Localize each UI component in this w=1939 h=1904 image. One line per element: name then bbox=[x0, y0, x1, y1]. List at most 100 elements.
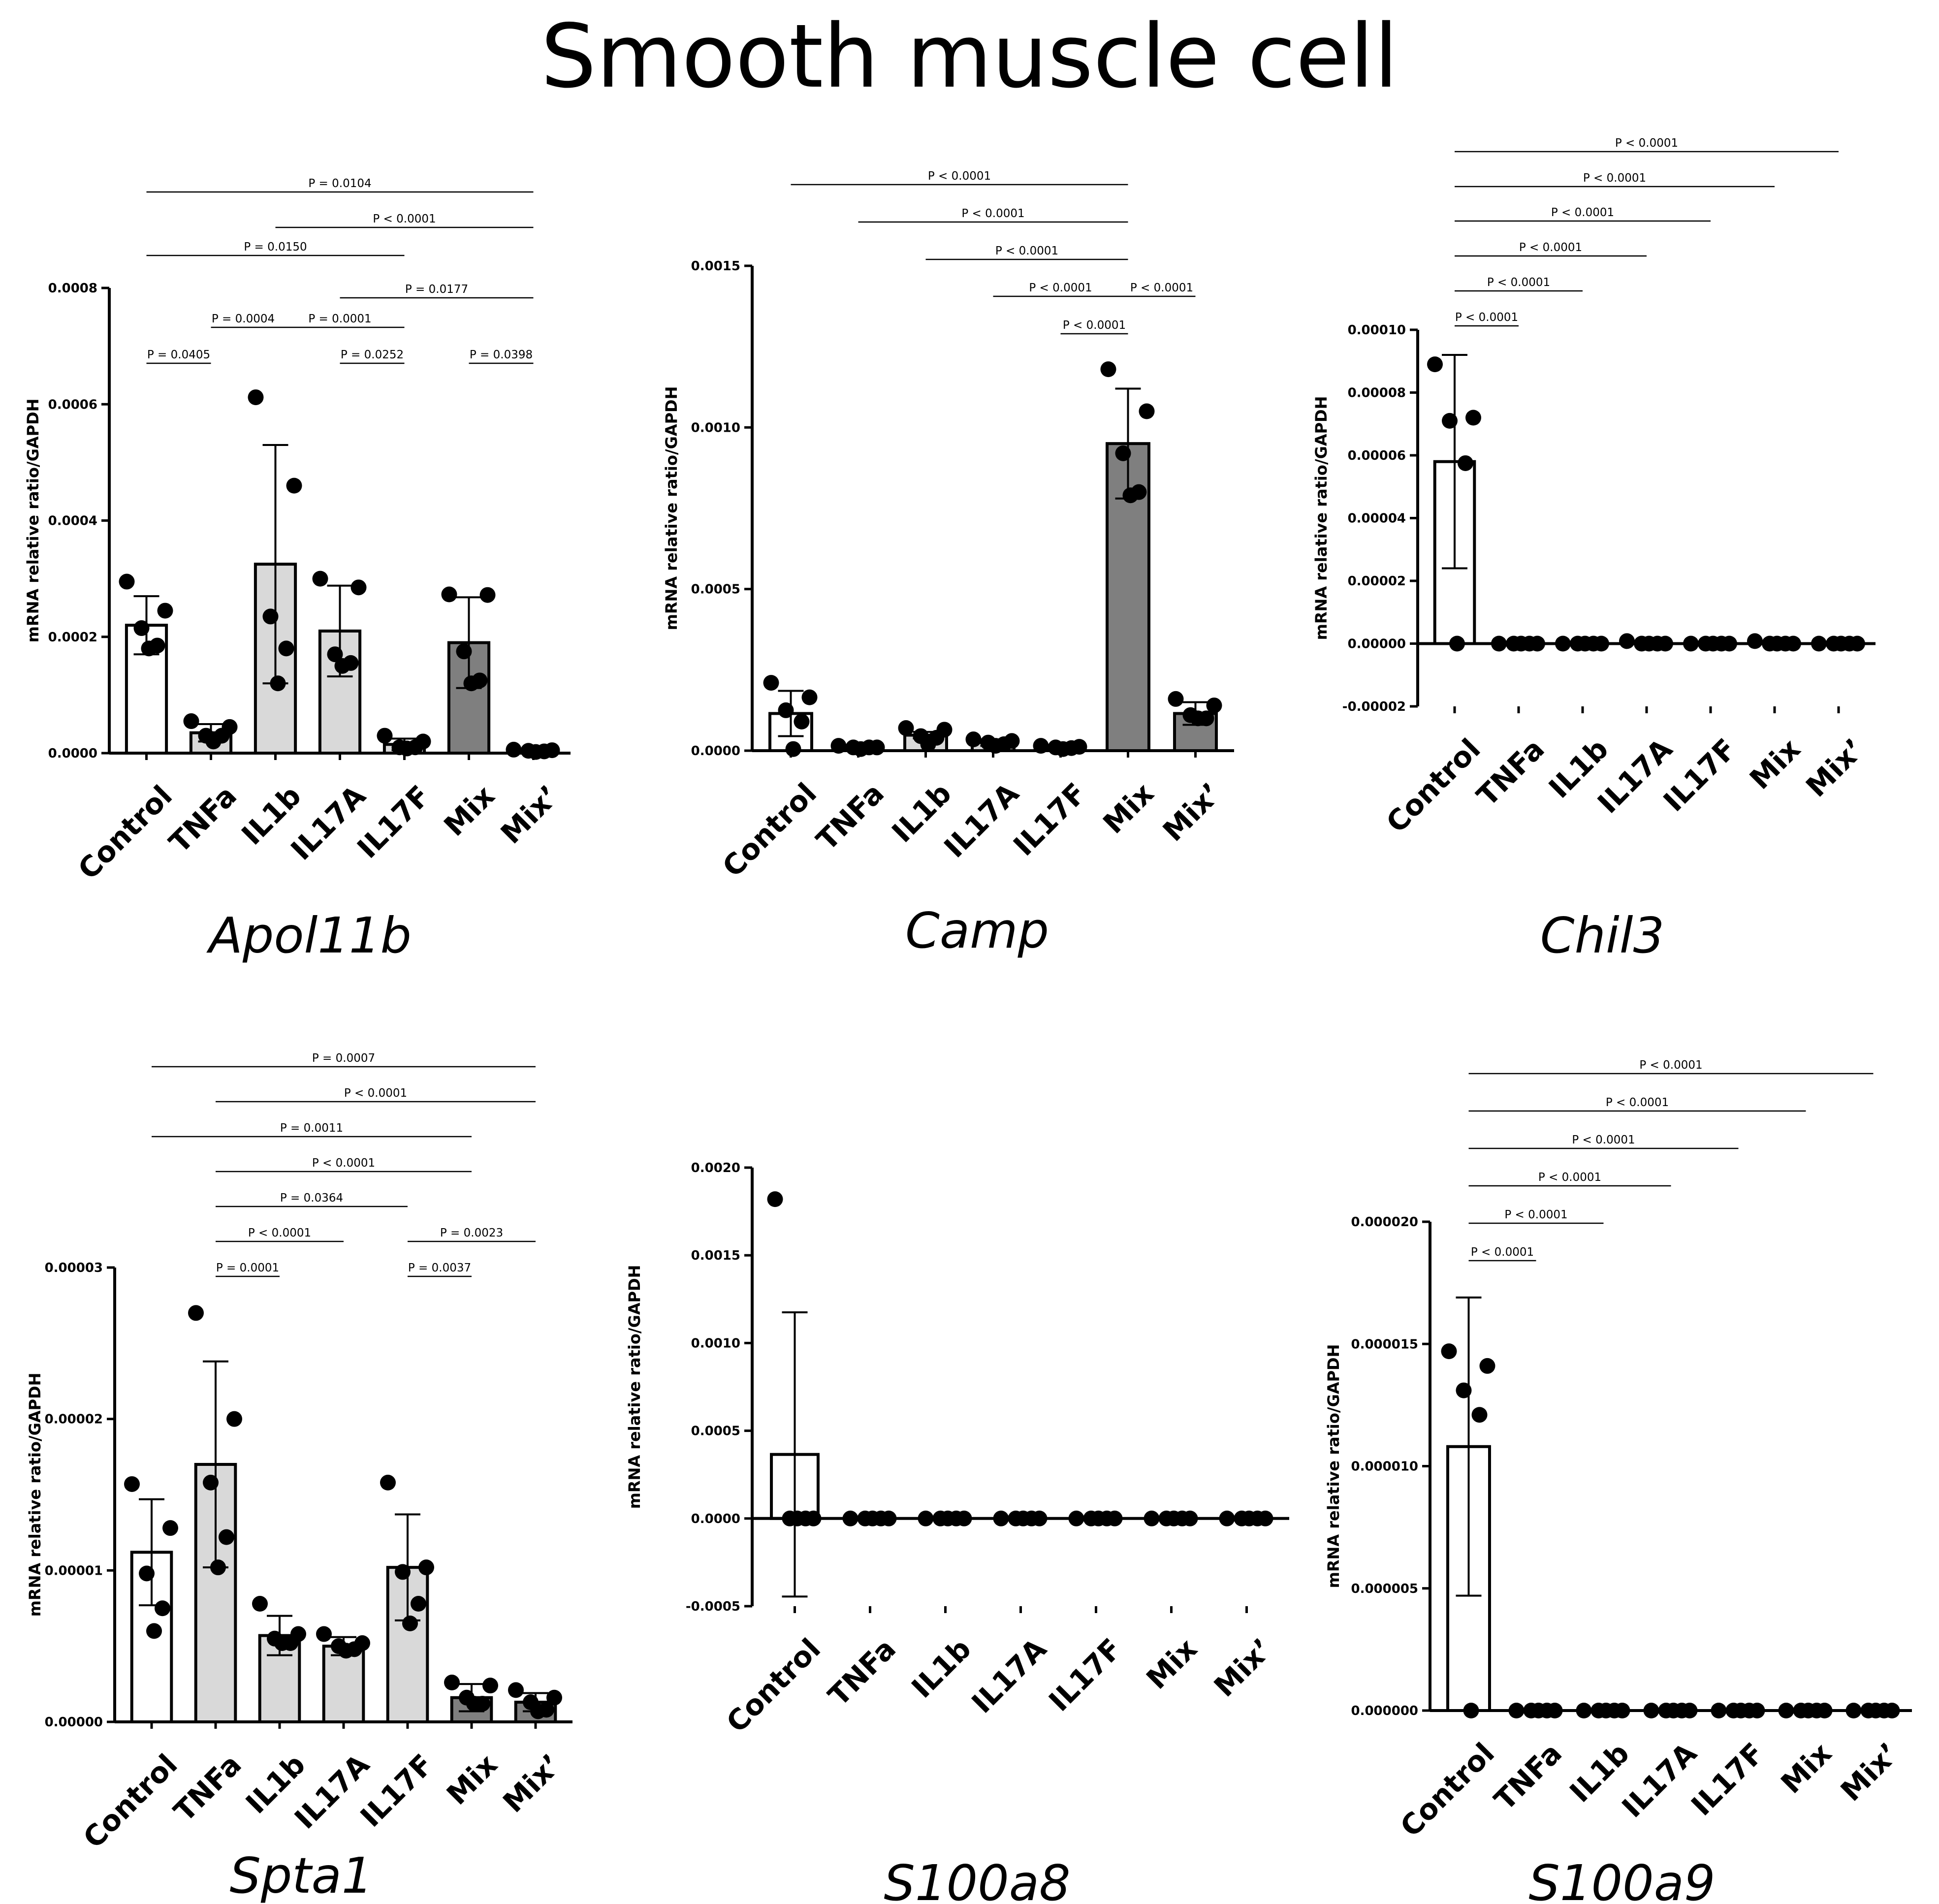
p-value-label: P = 0.0364 bbox=[280, 1192, 343, 1205]
data-point bbox=[1139, 403, 1155, 419]
y-tick-label: 0.00000 bbox=[1348, 637, 1406, 652]
y-tick-label: 0.0000 bbox=[691, 744, 740, 759]
bar-il17a bbox=[322, 1645, 365, 1724]
y-axis-label: mRNA relative ratio/GAPDH bbox=[662, 386, 681, 631]
p-value-label: P < 0.0001 bbox=[1551, 206, 1614, 219]
gene-name: Apol11b bbox=[206, 907, 412, 964]
x-tick-label-control: Control bbox=[1380, 732, 1487, 839]
y-tick-label: 0.000020 bbox=[1351, 1215, 1418, 1230]
p-value-label: P = 0.0037 bbox=[408, 1262, 471, 1274]
data-point bbox=[411, 1596, 426, 1612]
x-tick-label-il17f: IL17F bbox=[354, 1747, 440, 1834]
data-point bbox=[763, 675, 779, 691]
data-point bbox=[506, 741, 522, 758]
p-value-label: P < 0.0001 bbox=[373, 213, 436, 225]
p-value-label: P < 0.0001 bbox=[1639, 1059, 1702, 1072]
p-value-label: P < 0.0001 bbox=[1538, 1171, 1601, 1184]
x-tick-label-mix: Mix bbox=[1140, 1632, 1204, 1695]
x-tick-label-mix: Mix bbox=[1097, 776, 1160, 840]
x-tick-label-mix: Mix bbox=[1775, 1736, 1838, 1800]
data-point bbox=[248, 389, 264, 406]
x-tick-label-tnfa: TNFa bbox=[167, 1747, 248, 1828]
data-point bbox=[139, 1565, 155, 1582]
data-point bbox=[898, 720, 914, 736]
p-value-label: P < 0.0001 bbox=[344, 1087, 407, 1100]
y-tick-label: -0.00002 bbox=[1342, 699, 1406, 714]
p-value-label: P < 0.0001 bbox=[1504, 1208, 1567, 1221]
y-tick-label: 0.00001 bbox=[45, 1563, 103, 1578]
data-point bbox=[530, 1703, 546, 1719]
data-point bbox=[210, 1559, 226, 1576]
y-tick-label: 0.0020 bbox=[691, 1161, 740, 1175]
data-point bbox=[350, 579, 367, 596]
y-tick-label: 0.0000 bbox=[691, 1512, 740, 1526]
data-point bbox=[853, 741, 869, 757]
y-tick-label: 0.00003 bbox=[45, 1261, 103, 1275]
x-tick-label-control: Control bbox=[71, 779, 179, 886]
data-point bbox=[466, 1696, 482, 1712]
data-point bbox=[441, 586, 457, 603]
p-value-label: P < 0.0001 bbox=[1130, 282, 1193, 294]
data-point bbox=[1122, 487, 1139, 504]
x-tick-label-mix: Mix bbox=[438, 779, 501, 842]
p-value-label: P < 0.0001 bbox=[1487, 276, 1550, 289]
p-value-label: P = 0.0004 bbox=[212, 313, 275, 325]
x-tick-label-il17f: IL17F bbox=[1685, 1736, 1771, 1822]
p-value-label: P < 0.0001 bbox=[1029, 282, 1092, 294]
chart-panel-s100a9: 0.000000 0.000005 0.000010 0.000015 0.000020… bbox=[1324, 1059, 1912, 1904]
x-tick-label-mix: Mix bbox=[440, 1747, 504, 1811]
data-point bbox=[124, 1476, 140, 1492]
data-point bbox=[146, 1623, 162, 1639]
x-tick-label-il17f: IL17F bbox=[1657, 732, 1743, 818]
gene-name: Spta1 bbox=[229, 1847, 373, 1904]
data-point bbox=[157, 603, 173, 619]
data-point bbox=[278, 640, 294, 657]
data-point bbox=[1206, 698, 1222, 714]
data-point bbox=[219, 1529, 234, 1545]
x-tick-label-mix’: Mix’ bbox=[1834, 1736, 1906, 1808]
data-point bbox=[141, 640, 157, 657]
data-point bbox=[1100, 361, 1116, 378]
data-point bbox=[1190, 710, 1206, 727]
x-tick-label-il17f: IL17F bbox=[1007, 776, 1093, 862]
data-point bbox=[794, 713, 810, 730]
data-point bbox=[286, 477, 302, 494]
data-point bbox=[133, 620, 150, 636]
x-tick-label-control: Control bbox=[720, 1632, 827, 1739]
y-axis-label: mRNA relative ratio/GAPDH bbox=[1312, 396, 1331, 640]
x-tick-label-tnfa: TNFa bbox=[810, 776, 890, 857]
x-tick-label-mix: Mix bbox=[1743, 732, 1807, 795]
chart-panel-s100a8: -0.0005 0.0000 0.0005 0.0010 0.0015 0.0020 mRN… bbox=[625, 1161, 1289, 1904]
y-axis-label: mRNA relative ratio/GAPDH bbox=[26, 1373, 44, 1617]
data-point bbox=[1427, 356, 1443, 373]
chart-panel-spta1: 0.00000 0.00001 0.00002 0.00003 mRNA relativ… bbox=[26, 1052, 572, 1904]
p-value-label: P < 0.0001 bbox=[1471, 1246, 1534, 1259]
data-point bbox=[162, 1520, 178, 1536]
p-value-label: P < 0.0001 bbox=[995, 245, 1058, 257]
y-tick-label: 0.0010 bbox=[691, 1336, 740, 1351]
data-point bbox=[1619, 633, 1635, 649]
x-tick-label-il17a: IL17A bbox=[285, 779, 372, 866]
data-point bbox=[377, 728, 393, 744]
gene-name: Camp bbox=[905, 902, 1049, 959]
gene-name: S100a9 bbox=[1528, 1854, 1715, 1904]
data-point bbox=[183, 713, 199, 730]
chart-panel-camp: 0.0000 0.0005 0.0010 0.0015 mRNA relative ra… bbox=[662, 170, 1234, 959]
data-point bbox=[444, 1675, 460, 1691]
data-point bbox=[380, 1474, 396, 1491]
y-tick-label: 0.0015 bbox=[691, 259, 740, 274]
data-point bbox=[338, 1643, 354, 1659]
p-value-label: P = 0.0001 bbox=[216, 1262, 279, 1274]
data-point bbox=[785, 741, 801, 757]
p-value-label: P < 0.0001 bbox=[1615, 137, 1678, 150]
p-value-label: P = 0.0252 bbox=[341, 349, 404, 361]
data-point bbox=[418, 1559, 434, 1576]
p-value-label: P < 0.0001 bbox=[1519, 241, 1582, 254]
y-tick-label: 0.0000 bbox=[48, 746, 97, 761]
x-tick-label-il17f: IL17F bbox=[350, 779, 437, 865]
x-tick-label-tnfa: TNFa bbox=[162, 779, 243, 859]
y-tick-label: -0.0005 bbox=[686, 1599, 740, 1614]
y-tick-label: 0.00000 bbox=[45, 1715, 103, 1730]
y-tick-label: 0.00006 bbox=[1348, 448, 1406, 463]
